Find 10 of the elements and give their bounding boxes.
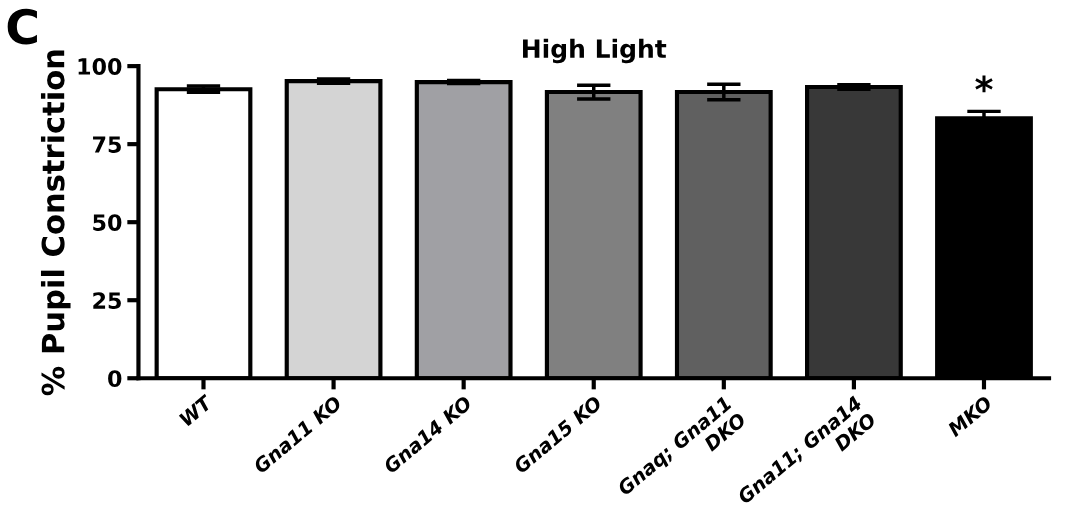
y-axis-title: % Pupil Constriction [40,50,71,396]
y-tick-label: 100 [78,58,122,75]
y-tick-label: 25 [93,292,121,309]
annotation: * [975,75,993,93]
y-tick-label: 75 [93,136,121,153]
y-tick-label: 0 [108,370,122,387]
text: C [7,8,37,45]
y-tick-label: 50 [93,214,122,231]
chart-title: High Light [523,38,667,64]
x-tick-label: WT [178,393,214,427]
